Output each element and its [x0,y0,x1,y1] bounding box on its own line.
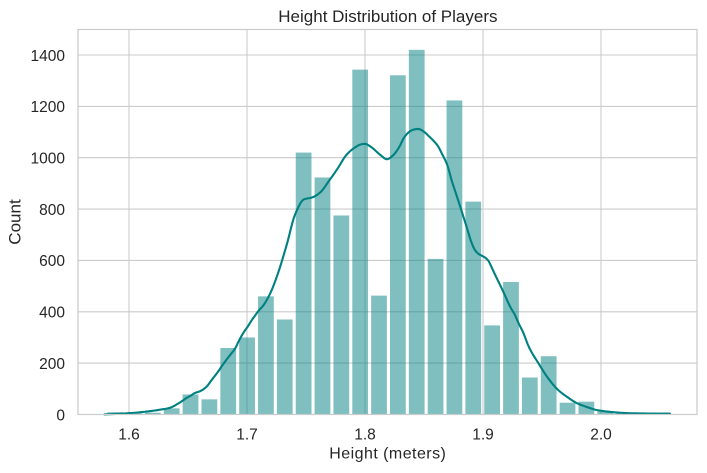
svg-text:2.0: 2.0 [590,427,612,444]
svg-text:400: 400 [39,305,65,322]
svg-text:1000: 1000 [31,151,66,168]
svg-text:1.6: 1.6 [118,427,140,444]
svg-text:200: 200 [39,356,65,373]
svg-text:1.9: 1.9 [472,427,494,444]
svg-text:Count: Count [6,199,25,245]
svg-text:800: 800 [39,202,65,219]
svg-text:Height (meters): Height (meters) [329,445,446,462]
svg-text:Height Distribution of Players: Height Distribution of Players [278,7,497,26]
svg-text:1.8: 1.8 [354,427,376,444]
svg-text:1.7: 1.7 [236,427,258,444]
svg-text:600: 600 [39,253,65,270]
svg-text:0: 0 [56,407,65,424]
svg-text:1400: 1400 [31,48,66,65]
svg-text:1200: 1200 [31,99,66,116]
